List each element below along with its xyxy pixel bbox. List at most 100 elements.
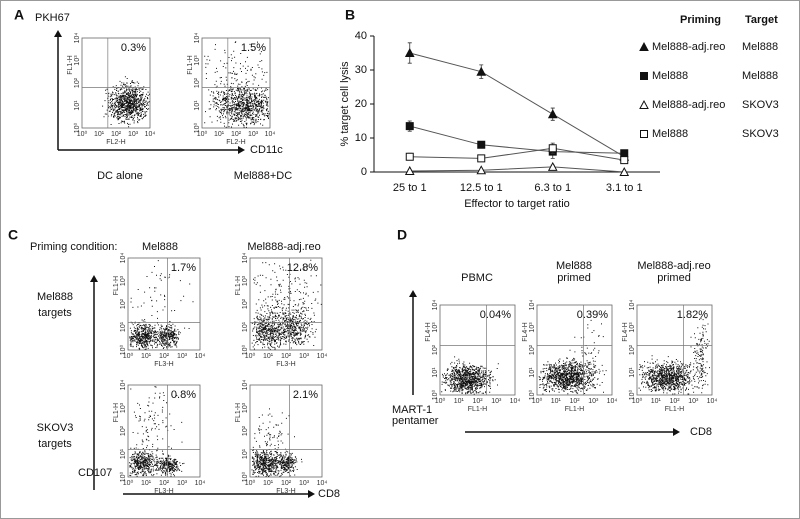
marker xyxy=(476,66,487,76)
plot-title: PBMC xyxy=(461,272,493,284)
y-decade-label: 10⁴ xyxy=(194,33,201,44)
x-decade-label: 10⁴ xyxy=(707,398,718,405)
y-decade-label: 10⁴ xyxy=(120,380,127,391)
percent-label: 0.04% xyxy=(480,309,511,321)
x-decade-label: 10¹ xyxy=(454,398,465,405)
y-tick-label: 0 xyxy=(361,166,367,178)
row-title: targets xyxy=(38,307,72,319)
marker xyxy=(639,41,649,51)
series-line xyxy=(409,125,625,154)
marker xyxy=(620,149,629,158)
x-decade-label: 10⁰ xyxy=(245,352,256,360)
x-decade-label: 10⁰ xyxy=(77,130,88,138)
legend-header: Priming xyxy=(680,14,721,26)
x-decade-label: 10³ xyxy=(299,353,310,360)
x-decade-label: 10³ xyxy=(491,398,502,405)
percent-label: 0.3% xyxy=(121,42,146,54)
y-decade-label: 10⁴ xyxy=(74,33,81,44)
y-decade-label: 10⁰ xyxy=(119,345,127,356)
event-cloud xyxy=(441,356,499,395)
x-decade-label: 10⁴ xyxy=(195,353,206,360)
y-decade-label: 10⁰ xyxy=(528,390,536,401)
x-decade-label: 10¹ xyxy=(214,131,225,138)
x-decade-label: 10¹ xyxy=(263,480,274,487)
y-tick-label: 10 xyxy=(355,132,367,144)
x-channel-label: FL3-H xyxy=(154,361,173,368)
x-decade-label: 10² xyxy=(231,131,242,138)
y-decade-label: 10⁰ xyxy=(73,123,81,134)
x-channel-label: FL1-H xyxy=(565,406,584,413)
y-decade-label: 10⁰ xyxy=(193,123,201,134)
y-axis-label: CD107 xyxy=(78,467,112,479)
header: Priming condition: xyxy=(30,241,117,253)
x-decade-label: 10² xyxy=(569,398,580,405)
column-title: Mel888-adj.reo xyxy=(247,241,320,253)
arrow-head xyxy=(308,490,315,498)
x-decade-label: 10¹ xyxy=(141,353,152,360)
y-decade-label: 10² xyxy=(529,344,536,355)
marker xyxy=(640,72,648,80)
event-cloud xyxy=(251,259,322,350)
y-decade-label: 10¹ xyxy=(242,448,249,459)
y-decade-label: 10⁰ xyxy=(241,345,249,356)
y-decade-label: 10⁴ xyxy=(242,380,249,391)
y-channel-label: FL1-H xyxy=(113,403,120,422)
x-channel-label: FL1-H xyxy=(468,406,487,413)
y-tick-label: 20 xyxy=(355,98,367,110)
x-channel-label: FL3-H xyxy=(276,488,295,495)
y-decade-label: 10¹ xyxy=(432,367,439,378)
arrow-head xyxy=(90,275,98,282)
marker xyxy=(619,166,630,176)
y-decade-label: 10¹ xyxy=(74,100,81,111)
x-decade-label: 10³ xyxy=(177,480,188,487)
legend-target: SKOV3 xyxy=(742,128,779,140)
y-decade-label: 10⁰ xyxy=(431,390,439,401)
y-decade-label: 10¹ xyxy=(242,321,249,332)
x-decade-label: 10⁴ xyxy=(607,398,618,405)
x-decade-label: 10⁰ xyxy=(123,479,134,487)
marker xyxy=(476,165,487,175)
x-channel-label: FL1-H xyxy=(665,406,684,413)
y-decade-label: 10² xyxy=(629,344,636,355)
x-decade-label: 10⁴ xyxy=(510,398,521,405)
y-decade-label: 10³ xyxy=(529,322,536,333)
x-decade-label: 10² xyxy=(472,398,483,405)
y-decade-label: 10⁴ xyxy=(432,300,439,311)
marker xyxy=(404,47,415,57)
x-decade-label: 10³ xyxy=(299,480,310,487)
legend-header: Target xyxy=(745,14,778,26)
arrow-head xyxy=(238,146,245,154)
panel-label: A xyxy=(14,7,24,23)
x-decade-label: 10¹ xyxy=(551,398,562,405)
x-decade-label: 10² xyxy=(159,353,170,360)
y-decade-label: 10¹ xyxy=(120,448,127,459)
y-channel-label: FL1-H xyxy=(113,276,120,295)
plot-title: Mel888 xyxy=(556,260,592,272)
x-tick-label: 25 to 1 xyxy=(393,182,427,194)
y-decade-label: 10³ xyxy=(432,322,439,333)
y-channel-label: FL4-H xyxy=(522,322,529,341)
legend-priming: Mel888-adj.reo xyxy=(652,41,725,53)
marker xyxy=(640,130,648,138)
y-decade-label: 10⁰ xyxy=(628,390,636,401)
x-decade-label: 10³ xyxy=(248,131,259,138)
row-title: Mel888 xyxy=(37,291,73,303)
y-decade-label: 10¹ xyxy=(120,321,127,332)
x-channel-label: FL2-H xyxy=(106,139,125,146)
x-decade-label: 10² xyxy=(159,480,170,487)
x-decade-label: 10¹ xyxy=(263,353,274,360)
y-decade-label: 10² xyxy=(432,344,439,355)
plot-title: Mel888+DC xyxy=(234,170,292,182)
x-axis-label: CD8 xyxy=(318,488,340,500)
x-decade-label: 10⁰ xyxy=(245,479,256,487)
y-decade-label: 10⁴ xyxy=(242,253,249,264)
y-axis-label: % target cell lysis xyxy=(339,61,351,146)
x-axis-label: CD8 xyxy=(690,426,712,438)
marker xyxy=(547,161,558,171)
y-axis-label: MART-1 xyxy=(392,404,432,416)
x-decade-label: 10³ xyxy=(688,398,699,405)
y-decade-label: 10³ xyxy=(120,275,127,286)
y-decade-label: 10² xyxy=(74,77,81,88)
y-decade-label: 10³ xyxy=(194,55,201,66)
